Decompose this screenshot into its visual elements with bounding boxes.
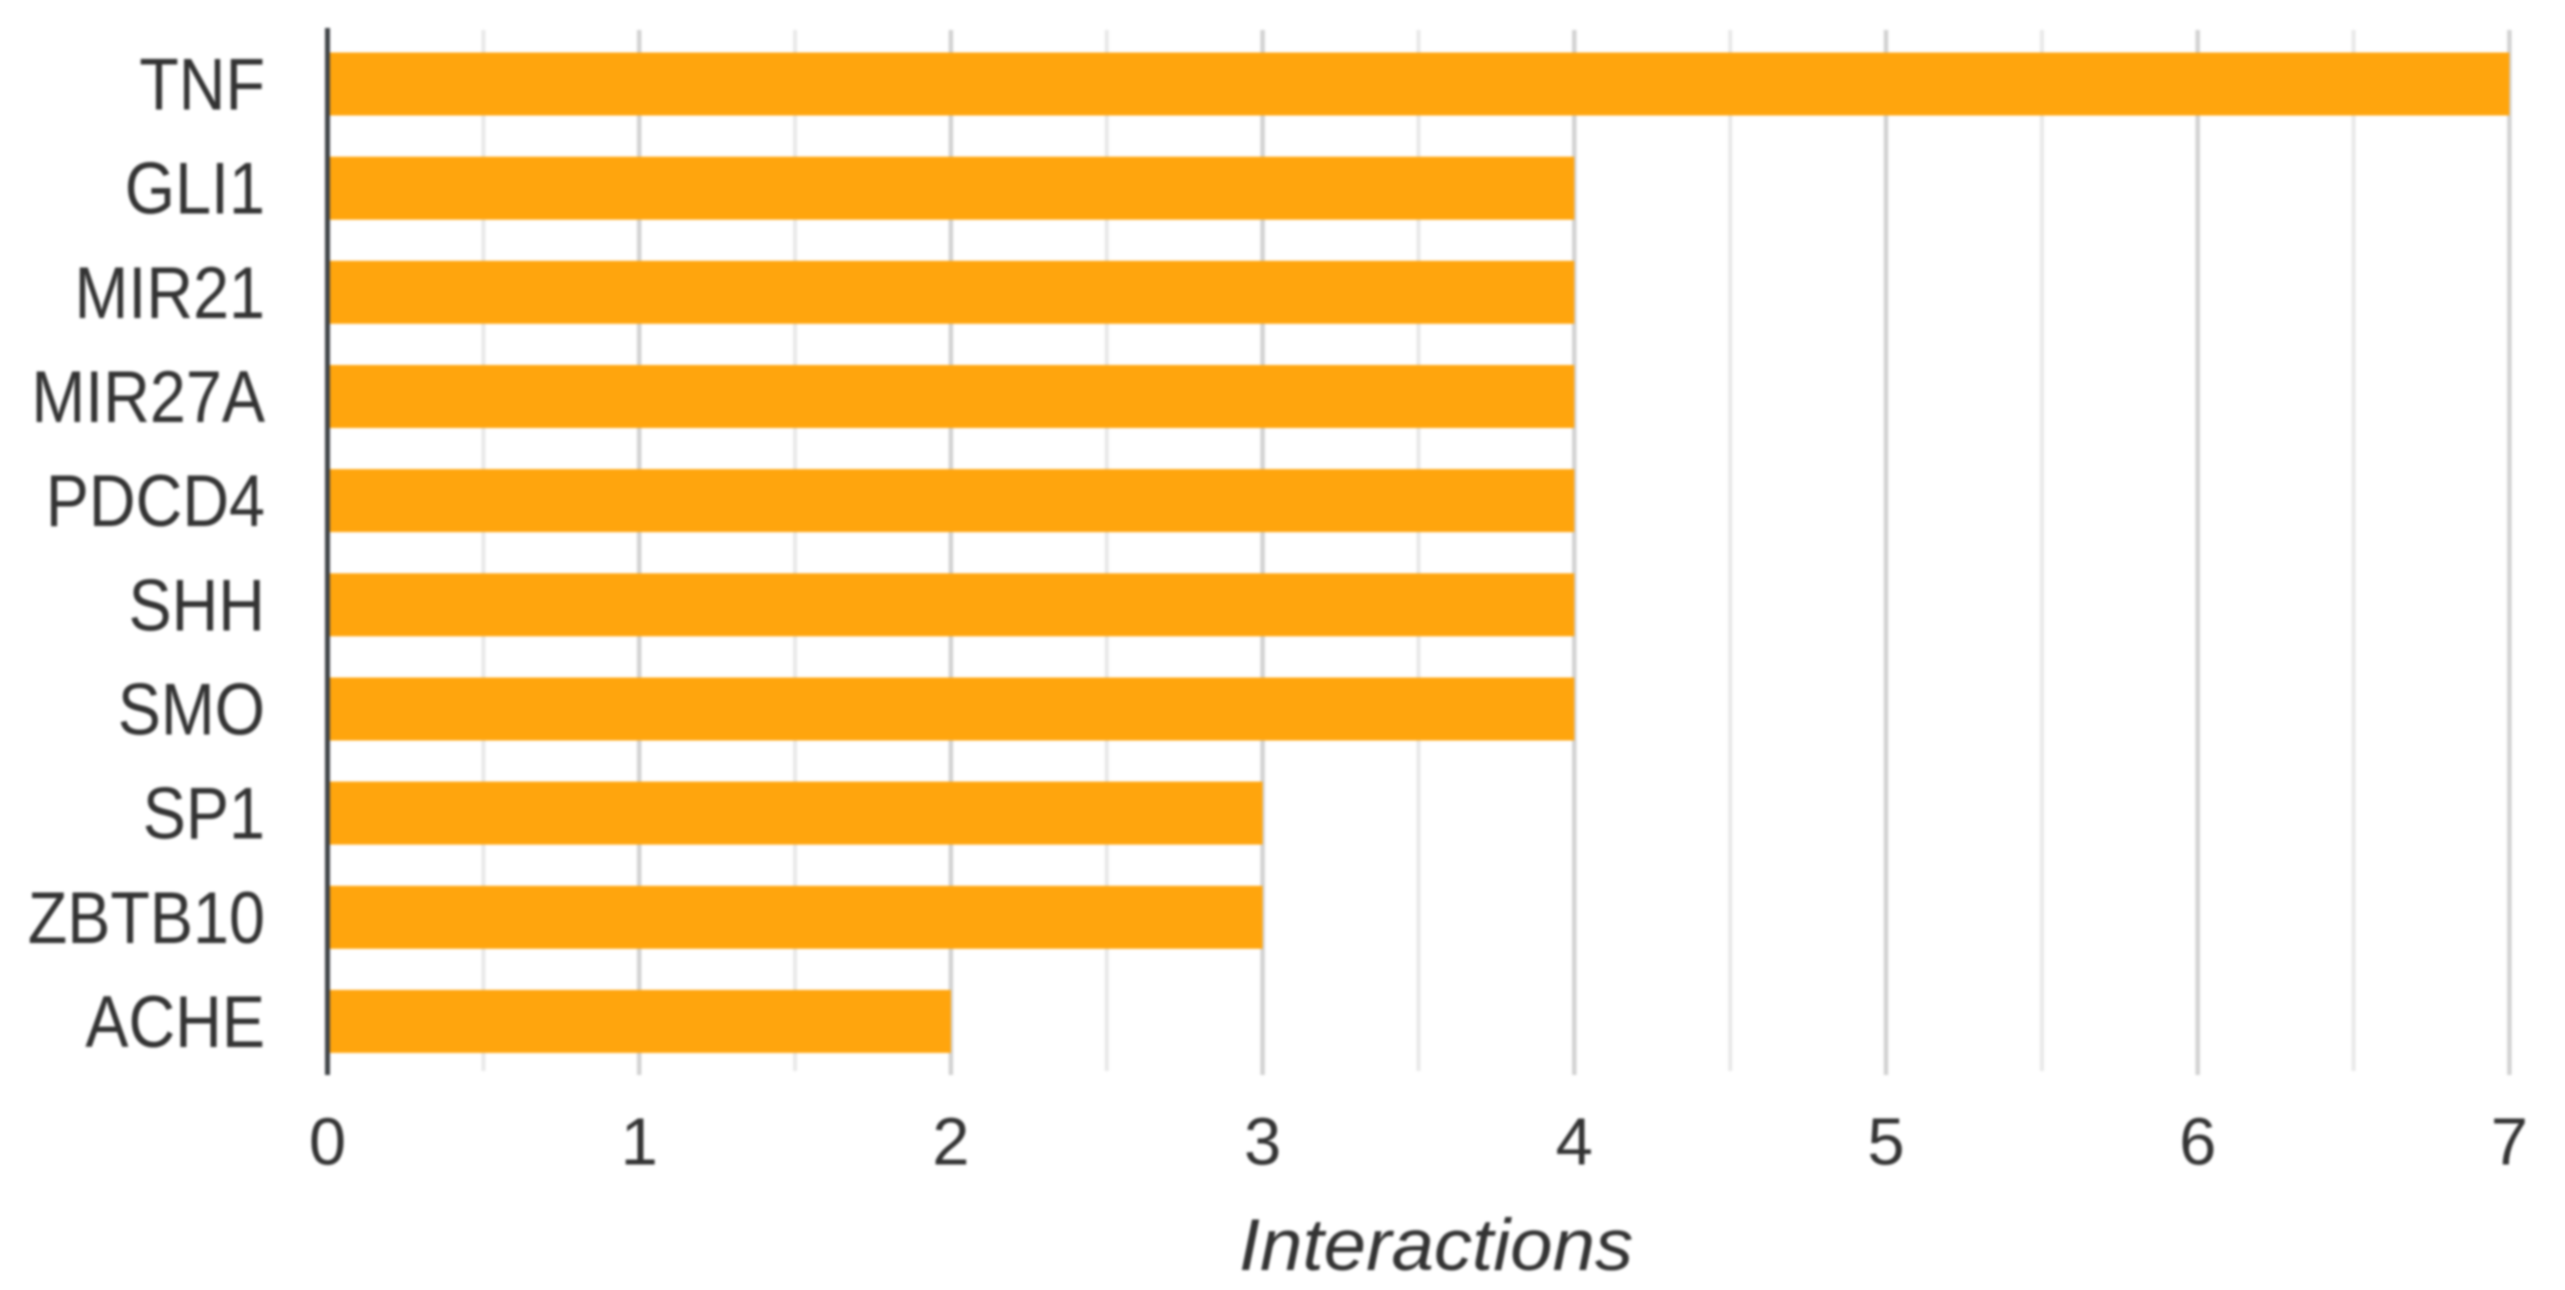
svg-text:5: 5 — [1867, 1105, 1904, 1180]
svg-text:0: 0 — [309, 1105, 346, 1180]
svg-text:TNF: TNF — [139, 43, 265, 126]
svg-text:1: 1 — [621, 1105, 658, 1180]
svg-text:SMO: SMO — [118, 668, 265, 751]
svg-text:7: 7 — [2491, 1105, 2528, 1180]
svg-text:GLI1: GLI1 — [125, 147, 265, 230]
svg-text:Interactions: Interactions — [1239, 1204, 1633, 1286]
svg-text:6: 6 — [2179, 1105, 2216, 1180]
svg-text:ACHE: ACHE — [85, 980, 265, 1063]
svg-text:MIR27A: MIR27A — [31, 355, 265, 438]
svg-text:3: 3 — [1244, 1105, 1281, 1180]
svg-text:4: 4 — [1556, 1105, 1593, 1180]
svg-text:ZBTB10: ZBTB10 — [28, 876, 265, 959]
svg-text:MIR21: MIR21 — [75, 251, 265, 334]
svg-text:PDCD4: PDCD4 — [46, 459, 265, 542]
svg-text:2: 2 — [932, 1105, 969, 1180]
svg-text:SP1: SP1 — [143, 772, 265, 855]
svg-text:SHH: SHH — [128, 563, 265, 646]
